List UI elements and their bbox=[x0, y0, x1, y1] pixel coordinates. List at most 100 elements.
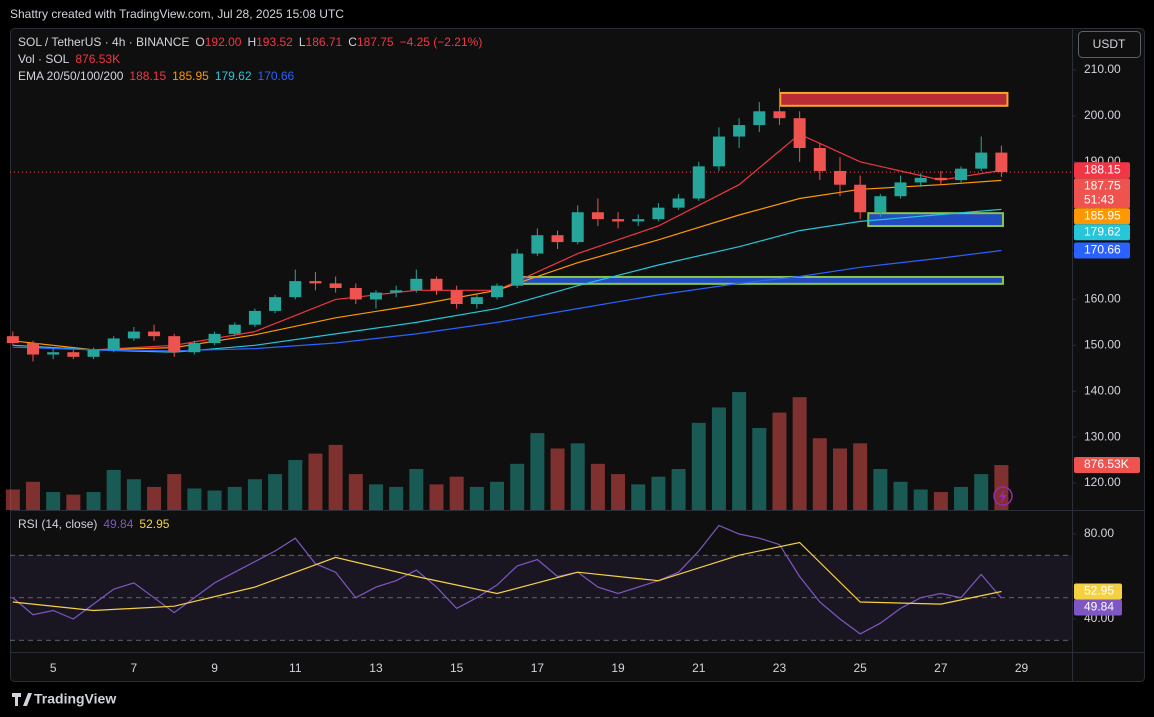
time-tick-label: 19 bbox=[611, 661, 625, 675]
volume-bar bbox=[308, 453, 323, 510]
candle-body bbox=[571, 212, 584, 243]
ema-line bbox=[12, 179, 1002, 351]
candle-body bbox=[793, 118, 806, 149]
zone bbox=[867, 212, 1005, 228]
ema-value: 188.15 bbox=[129, 69, 166, 83]
ema-legend: EMA 20/50/100/200 188.15 185.95 179.62 170.6… bbox=[18, 69, 295, 83]
candle-body bbox=[894, 182, 907, 197]
candle-body bbox=[995, 152, 1008, 173]
volume-bar bbox=[611, 474, 626, 510]
rsi-ma-line bbox=[12, 541, 1002, 612]
ohlc-key: H bbox=[247, 35, 256, 49]
ohlc-value: 192.00 bbox=[205, 35, 242, 49]
volume-bar bbox=[772, 412, 787, 510]
candle-body bbox=[329, 283, 342, 288]
candle-body bbox=[833, 170, 846, 185]
price-tick-label: 120.00 bbox=[1084, 475, 1121, 489]
rsi-label: RSI (14, close) bbox=[18, 517, 97, 531]
volume-tag-label: 876.53K bbox=[1084, 457, 1129, 471]
volume-bar bbox=[812, 438, 827, 510]
rsi-value: 49.84 bbox=[103, 517, 133, 531]
price-tick-label: 130.00 bbox=[1084, 429, 1121, 443]
volume-bar bbox=[933, 492, 948, 510]
rsi-tag bbox=[1074, 599, 1122, 616]
candle-body bbox=[753, 111, 766, 126]
rsi-tag-label: 52.95 bbox=[1084, 584, 1114, 598]
volume-bar bbox=[328, 444, 343, 510]
volume-bar bbox=[25, 481, 40, 510]
rsi-line bbox=[12, 524, 1002, 635]
candle-body bbox=[369, 292, 382, 300]
alert-icon-bolt[interactable] bbox=[999, 489, 1007, 503]
volume-bar bbox=[792, 397, 807, 510]
volume-bar bbox=[873, 468, 888, 510]
volume-bar bbox=[389, 486, 404, 510]
ohlc-key: L bbox=[299, 35, 306, 49]
candle-body bbox=[591, 212, 604, 220]
volume-bar bbox=[469, 486, 484, 510]
volume-bar bbox=[691, 422, 706, 510]
candle-body bbox=[551, 235, 564, 243]
volume-bar bbox=[732, 392, 747, 510]
price-tick-label: 210.00 bbox=[1084, 62, 1121, 76]
currency-button-label[interactable]: USDT bbox=[1093, 37, 1126, 51]
volume-bar bbox=[409, 468, 424, 510]
candle-body bbox=[248, 310, 261, 325]
volume-bar bbox=[187, 488, 202, 510]
volume-bar bbox=[550, 448, 565, 510]
candle-body bbox=[511, 253, 524, 286]
candle-body bbox=[632, 219, 645, 222]
candle-body bbox=[450, 290, 463, 305]
currency-button-frame[interactable] bbox=[1078, 31, 1141, 58]
candle-body bbox=[813, 148, 826, 171]
candle-body bbox=[470, 297, 483, 305]
candle-body bbox=[127, 331, 140, 339]
volume-bar bbox=[893, 481, 908, 510]
volume-bar bbox=[227, 486, 242, 510]
volume-bar bbox=[106, 470, 121, 510]
candle-body bbox=[531, 235, 544, 254]
volume-bar bbox=[288, 460, 303, 510]
candle-body bbox=[269, 297, 282, 311]
candle-body bbox=[612, 219, 625, 222]
footer-logo bbox=[12, 693, 32, 706]
time-tick-label: 15 bbox=[450, 661, 464, 675]
volume-bar bbox=[207, 490, 222, 510]
volume-bar bbox=[449, 476, 464, 510]
time-tick-label: 27 bbox=[934, 661, 948, 675]
currency-button[interactable]: USDT bbox=[1078, 31, 1141, 58]
ema-value: 170.66 bbox=[258, 69, 295, 83]
time-tick-label: 11 bbox=[289, 661, 302, 675]
symbol-legend: SOL / TetherUS · 4h · BINANCE O192.00 H193… bbox=[18, 35, 482, 49]
candle-body bbox=[652, 207, 665, 220]
candle-body bbox=[672, 198, 685, 208]
rsi-tag bbox=[1074, 583, 1122, 600]
price-tag bbox=[1074, 208, 1130, 225]
symbol: SOL / TetherUS · 4h · BINANCE bbox=[18, 35, 189, 49]
volume-bar bbox=[247, 479, 262, 510]
candle-body bbox=[188, 343, 201, 353]
alert-icon-ring[interactable] bbox=[993, 486, 1013, 506]
price-tick-label: 150.00 bbox=[1084, 338, 1121, 352]
volume-bar bbox=[974, 474, 989, 510]
volume-legend: Vol · SOL 876.53K bbox=[18, 52, 120, 66]
rsi-ma-value: 52.95 bbox=[139, 517, 169, 531]
volume-bar bbox=[530, 433, 545, 510]
candle-body bbox=[430, 278, 443, 291]
time-tick-label: 9 bbox=[211, 661, 218, 675]
ohlc-key: O bbox=[195, 35, 204, 49]
rsi-tick-label: 80.00 bbox=[1084, 526, 1114, 540]
footer: TradingView bbox=[12, 691, 116, 707]
candle-body bbox=[975, 152, 988, 169]
price-tag bbox=[1074, 178, 1130, 209]
price-tag-label: 188.15 bbox=[1084, 162, 1121, 176]
time-tick-label: 29 bbox=[1015, 661, 1029, 675]
price-tag-label: 170.66 bbox=[1084, 243, 1121, 257]
candle-body bbox=[934, 177, 947, 181]
credit: Shattry created with TradingView.com, Ju… bbox=[10, 7, 344, 21]
rsi-tag-label: 49.84 bbox=[1084, 600, 1114, 614]
alert-icon[interactable] bbox=[993, 486, 1013, 506]
volume-bar bbox=[429, 484, 444, 510]
candle-body bbox=[47, 352, 60, 355]
